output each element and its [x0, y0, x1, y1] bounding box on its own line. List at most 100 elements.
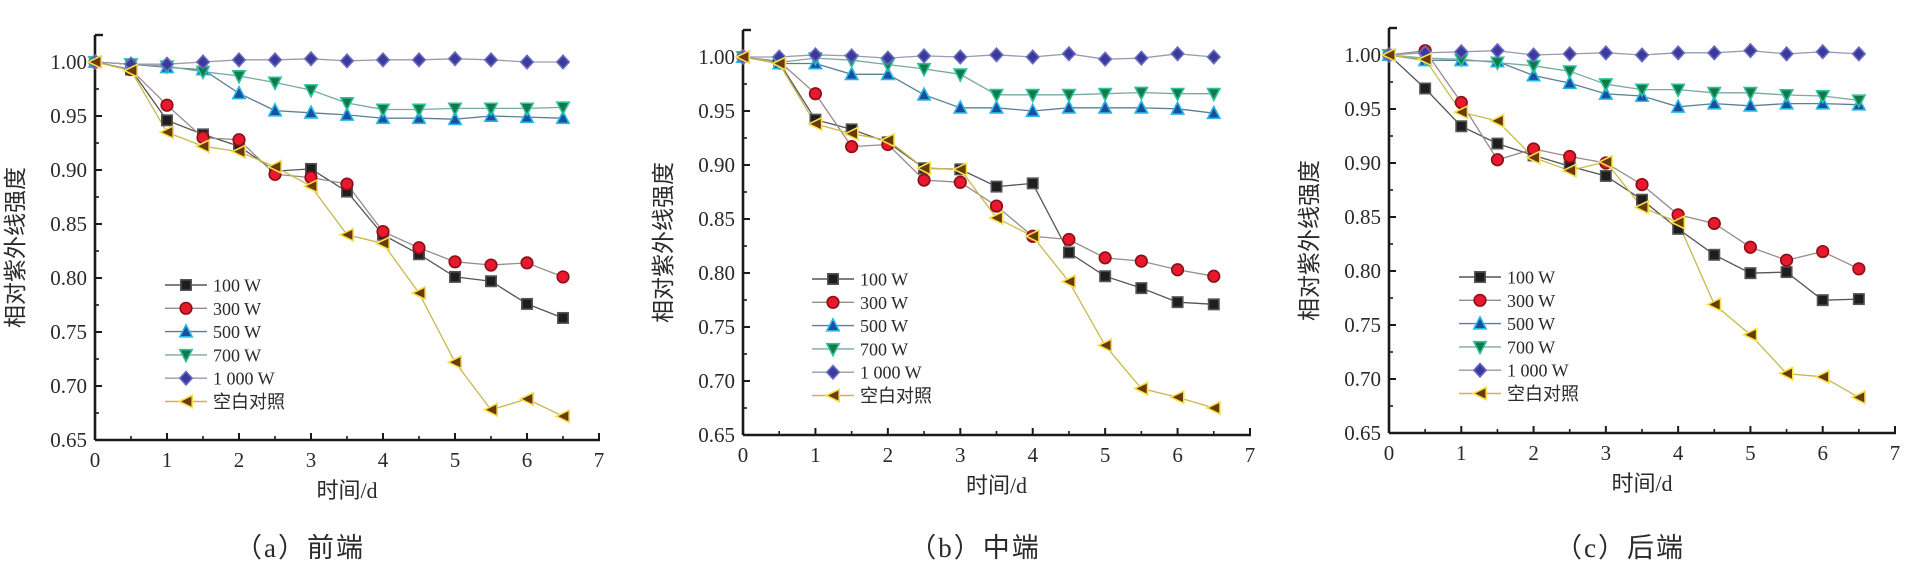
y-tick-label: 0.80: [50, 266, 87, 290]
legend-item: 300 W: [1459, 291, 1555, 311]
data-point-triangle-left: [1488, 113, 1505, 129]
data-point-triangle-up: [1706, 95, 1722, 110]
legend-marker-circle: [826, 295, 840, 309]
data-point-square: [1816, 294, 1829, 307]
data-point-triangle-left: [194, 138, 210, 154]
data-point-triangle-left: [554, 408, 571, 424]
data-point-circle: [1098, 251, 1112, 265]
y-axis-title: 相对紫外线强度: [1297, 160, 1323, 321]
x-tick-label: 3: [306, 448, 317, 472]
legend-item: 空白对照: [812, 386, 932, 406]
data-point-square: [1026, 177, 1039, 190]
series-group: [1380, 42, 1867, 405]
legend-marker-triangle-down: [1472, 340, 1488, 356]
data-point-diamond: [159, 56, 175, 73]
data-point-circle: [845, 140, 859, 154]
data-point-diamond: [880, 50, 896, 66]
data-point-square: [161, 114, 174, 127]
data-point-square: [1852, 293, 1865, 306]
data-point-triangle-left: [770, 56, 787, 71]
legend-label: 300 W: [213, 299, 261, 319]
data-point-diamond: [916, 48, 932, 64]
legend-marker-square: [1474, 270, 1487, 283]
data-point-diamond: [375, 51, 391, 68]
x-tick-label: 7: [1245, 443, 1256, 467]
data-point-diamond: [339, 53, 355, 69]
legend-marker-circle: [179, 301, 193, 315]
data-point-triangle-left: [734, 49, 751, 65]
data-point-diamond: [808, 46, 823, 63]
legend-marker-diamond: [178, 370, 194, 387]
legend-label: 300 W: [1507, 291, 1555, 311]
legend-label: 500 W: [860, 316, 908, 336]
y-tick-label: 0.90: [50, 158, 87, 182]
x-tick-label: 4: [378, 448, 389, 472]
data-point-circle: [1779, 253, 1794, 267]
legend-item: 700 W: [165, 345, 261, 365]
y-tick-label: 0.75: [1344, 313, 1381, 337]
data-point-square: [1419, 82, 1432, 95]
data-point-triangle-up: [1170, 100, 1186, 115]
data-point-square: [1062, 246, 1075, 259]
chart-panel-c: 0.65 0.70 0.75 0.80 0.85 0.90 0.95 1.00 0 1 2 3 4 5 6 7…: [1297, 26, 1900, 563]
legend-marker-triangle-left: [1471, 386, 1487, 401]
x-tick-label: 3: [1601, 441, 1612, 465]
data-point-triangle-left: [951, 161, 968, 177]
data-point-square: [1780, 266, 1793, 279]
legend-marker-triangle-left: [177, 394, 193, 409]
y-tick-label: 0.75: [50, 320, 87, 344]
data-point-triangle-down: [447, 102, 463, 117]
data-point-triangle-left: [1452, 104, 1469, 120]
data-point-square: [1135, 282, 1148, 295]
data-point-triangle-down: [1061, 88, 1077, 104]
chart-panel-a: 0.65 0.70 0.75 0.80 0.85 0.90 0.95 1.00 0 1 2 3 4 5 6 7…: [3, 33, 605, 563]
x-tick-label: 6: [1817, 441, 1828, 465]
y-tick-label: 0.85: [1344, 205, 1381, 229]
data-point-triangle-left: [1705, 297, 1722, 312]
data-point-triangle-up: [267, 102, 283, 117]
series-line-triangle-down: [94, 61, 564, 111]
data-point-square: [1744, 267, 1757, 280]
data-point-square: [1099, 270, 1112, 283]
data-point-diamond: [1634, 47, 1650, 63]
data-point-square: [1171, 296, 1184, 309]
data-point-triangle-down: [1851, 94, 1867, 109]
y-tick-label: 0.70: [698, 369, 735, 393]
data-point-circle: [556, 270, 570, 284]
legend: 100 W 300 W 500 W 700 W 1 000 W 空白对照: [1459, 268, 1579, 404]
x-tick-label: 5: [450, 448, 461, 472]
x-tick-label: 7: [594, 448, 605, 472]
y-tick-label: 0.80: [698, 261, 735, 285]
x-tick-label: 2: [883, 443, 894, 467]
data-point-circle: [1707, 216, 1721, 231]
data-point-triangle-left: [1060, 274, 1076, 290]
data-point-diamond: [952, 49, 968, 65]
data-point-triangle-down: [988, 88, 1005, 104]
data-point-circle: [1490, 153, 1505, 167]
legend-label: 空白对照: [1507, 384, 1579, 404]
y-axis-title: 相对紫外线强度: [651, 162, 677, 323]
data-point-triangle-up: [988, 99, 1005, 114]
x-axis-title: 时间/d: [1611, 471, 1672, 496]
legend-marker-diamond: [1472, 362, 1488, 379]
data-point-triangle-left: [1669, 214, 1686, 230]
data-point-square: [448, 270, 461, 283]
data-point-square: [1599, 169, 1612, 182]
data-point-triangle-up: [447, 110, 463, 126]
series-line-square: [1388, 54, 1859, 301]
legend-label: 空白对照: [860, 386, 932, 406]
data-point-diamond: [1453, 43, 1469, 60]
legend-item: 1 000 W: [812, 363, 922, 383]
data-point-diamond: [1061, 45, 1077, 62]
data-point-triangle-down: [1670, 83, 1686, 98]
data-point-circle: [448, 255, 462, 269]
data-point-triangle-down: [303, 84, 319, 99]
data-point-diamond: [267, 51, 283, 68]
y-tick-label: 0.90: [1344, 151, 1381, 175]
data-point-triangle-left: [230, 144, 246, 160]
data-point-triangle-left: [987, 210, 1004, 226]
data-point-triangle-down: [1562, 65, 1578, 80]
x-tick-label: 3: [955, 443, 966, 467]
data-point-triangle-down: [1097, 87, 1113, 103]
